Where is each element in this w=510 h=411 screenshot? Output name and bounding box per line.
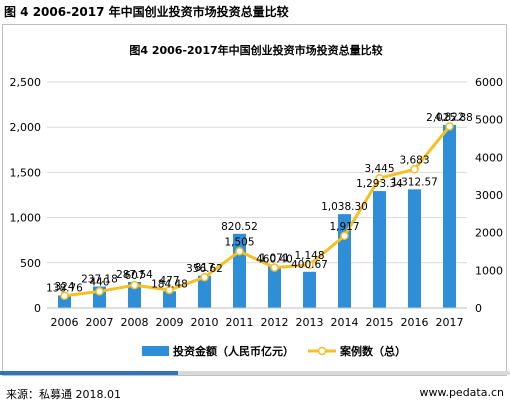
y-right-tick-label: 1000: [475, 264, 503, 277]
bar-data-label: 184.48: [151, 278, 188, 290]
line-data-label: 1,505: [224, 236, 254, 248]
series-line: [64, 125, 451, 298]
bar-data-label: 1,312.57: [391, 176, 438, 188]
chart: 图4 2006-2017年中国创业投资市场投资总量比较 138.76237.18…: [10, 43, 504, 358]
x-tick-label: 2008: [121, 316, 149, 329]
y-left-tick-label: 2,500: [10, 76, 42, 89]
bar-data-label: 356.62: [186, 263, 223, 275]
y-left-tick-label: 1,000: [10, 212, 42, 225]
line-data-label: 1,071: [259, 253, 289, 265]
line-point: [410, 165, 419, 174]
line-point: [270, 263, 279, 272]
line-data-label: 477: [159, 275, 179, 287]
source-note: 来源：私募通 2018.01: [6, 388, 121, 401]
bar-data-label: 2,025.88: [426, 112, 473, 124]
bar-data-label: 820.52: [221, 221, 258, 233]
line-point: [200, 272, 209, 282]
bar: [163, 291, 176, 308]
line-data-labels: 324 440 607 477 817 1,505 1,071 1,148 1,917 3,445…: [54, 111, 464, 292]
line-point: [95, 287, 104, 296]
line-series: [60, 122, 454, 301]
line-data-label: 1,917: [329, 221, 359, 233]
chart-frame: [2, 24, 507, 376]
bar: [58, 295, 71, 308]
y-right-tick-label: 0: [475, 302, 482, 315]
x-tick-label: 2011: [226, 316, 254, 329]
line-data-label: 3,683: [399, 154, 429, 166]
bar: [198, 275, 211, 308]
x-tick-label: 2014: [331, 316, 359, 329]
legend: 投资金额（人民币亿元） 案例数（总）: [142, 344, 406, 358]
y-right-tick-label: 6000: [475, 76, 503, 89]
x-axis: 2006 2007 2008 2009 2010 2011 2012 2013 2014 2015…: [47, 307, 467, 329]
line-point: [130, 280, 139, 290]
y-right-tick-label: 2000: [475, 227, 503, 240]
legend-line-marker: [317, 346, 327, 356]
y-axis-left: 0 500 1,000 1,500 2,000 2,500: [10, 76, 42, 315]
y-right-tick-label: 3000: [475, 189, 503, 202]
x-tick-label: 2006: [51, 316, 79, 329]
line-point: [445, 122, 454, 131]
bar-data-label: 237.18: [81, 274, 118, 286]
line-data-label: 1,148: [294, 250, 324, 262]
chart-title: 图4 2006-2017年中国创业投资市场投资总量比较: [129, 43, 382, 57]
page-title: 图 4 2006-2017 年中国创业投资市场投资总量比较: [4, 5, 289, 19]
bar: [268, 266, 281, 308]
line-point: [305, 260, 314, 270]
legend-bar-swatch: [142, 346, 169, 356]
bar: [443, 124, 456, 309]
y-axis-right: 0 1000 2000 3000 4000 5000 6000: [475, 76, 503, 315]
x-tick-label: 2012: [261, 316, 289, 329]
line-data-label: 607: [124, 270, 144, 282]
bar: [408, 189, 421, 308]
line-data-label: 3,445: [364, 163, 394, 175]
y-left-tick-label: 1,500: [10, 166, 42, 179]
line-data-label: 817: [194, 262, 214, 274]
x-tick-label: 2013: [296, 316, 324, 329]
bar-data-label: 1,293.34: [356, 178, 403, 190]
x-tick-label: 2007: [86, 316, 114, 329]
line-point: [340, 231, 349, 241]
line-point: [375, 173, 384, 183]
line-data-label: 4,822: [434, 111, 464, 123]
legend-bar-label: 投资金额（人民币亿元）: [173, 344, 294, 358]
footer-accent-bar: [0, 371, 178, 375]
x-tick-label: 2009: [156, 316, 184, 329]
x-tick-label: 2015: [366, 316, 394, 329]
line-point: [165, 285, 174, 295]
bar-data-label: 287.54: [116, 269, 153, 281]
y-left-tick-label: 500: [20, 257, 41, 270]
bar-data-label: 1,038.30: [321, 201, 368, 213]
legend-line-label: 案例数（总）: [339, 344, 406, 358]
footer-divider: [0, 371, 510, 375]
y-right-tick-label: 4000: [475, 151, 503, 164]
y-left-tick-label: 0: [34, 302, 41, 315]
bar: [303, 271, 316, 308]
bar: [373, 191, 386, 308]
y-left-tick-label: 2,000: [10, 121, 42, 134]
line-point: [235, 247, 244, 256]
bar: [128, 282, 141, 308]
bar-data-label: 460.40: [256, 253, 293, 265]
site-url: www.pedata.cn: [419, 386, 504, 399]
line-data-label: 324: [54, 281, 74, 293]
x-tick-label: 2010: [191, 316, 219, 329]
bar-data-label: 138.76: [46, 282, 83, 294]
x-tick-label: 2016: [401, 316, 429, 329]
line-point: [60, 291, 69, 301]
bar-data-label: 400.67: [291, 259, 328, 271]
y-right-tick-label: 5000: [475, 114, 503, 127]
line-data-label: 440: [89, 276, 109, 288]
x-tick-label: 2017: [436, 316, 464, 329]
